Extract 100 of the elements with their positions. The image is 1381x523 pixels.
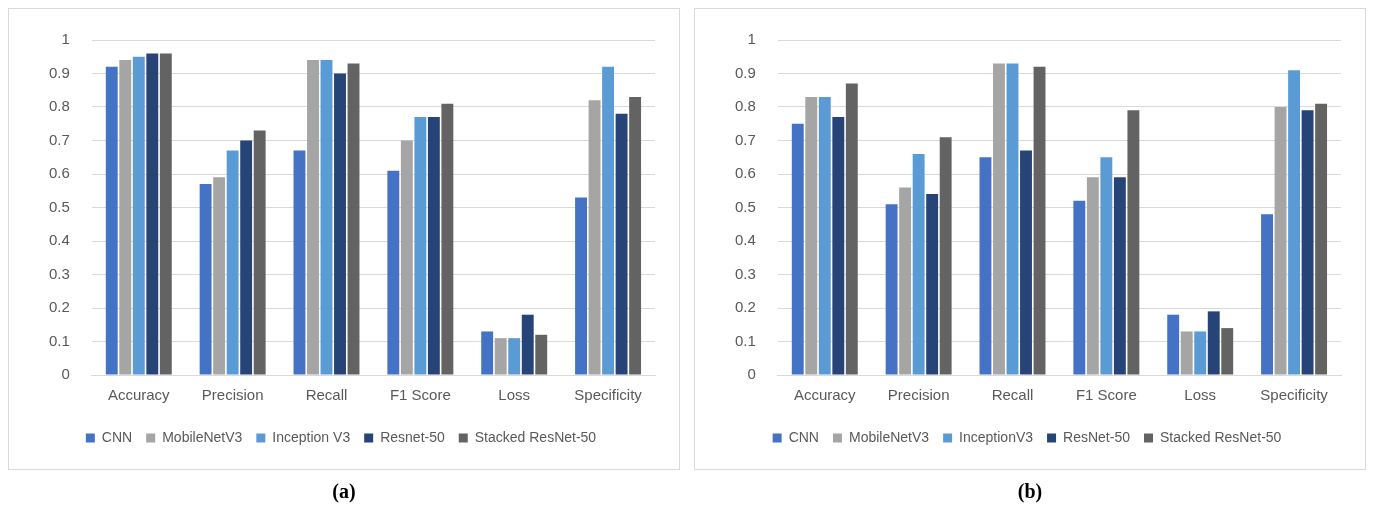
bar (226, 150, 239, 375)
bar (387, 170, 400, 375)
bar (119, 60, 132, 375)
bar (159, 53, 172, 375)
bar (1288, 70, 1301, 375)
bar (899, 187, 912, 375)
bar (1033, 66, 1046, 375)
y-tick-label: 1 (61, 30, 70, 48)
bar (1315, 103, 1328, 375)
bar (347, 63, 360, 375)
x-tick-label: F1 Score (389, 386, 451, 404)
bar (535, 334, 548, 375)
bar (253, 130, 266, 375)
bar (912, 153, 925, 375)
text: (b) (1016, 480, 1044, 503)
bar (240, 140, 253, 375)
y-tick-label: 0 (61, 365, 70, 383)
x-tick-label: Accuracy (107, 386, 171, 404)
bar (1274, 107, 1287, 375)
bar (993, 63, 1005, 375)
legend-label: InceptionV3 (959, 428, 1034, 445)
x-tick-label: Precision (887, 386, 950, 404)
bar (105, 66, 118, 375)
y-tick-label: 0.5 (48, 197, 70, 215)
bar (926, 194, 939, 375)
bar (832, 117, 845, 375)
bar (1086, 177, 1099, 375)
bar (1167, 314, 1180, 375)
bar (1113, 177, 1126, 375)
y-tick-label: 0.2 (48, 298, 70, 316)
legend-label: CNN (101, 428, 133, 445)
y-tick-label: 0.9 (734, 63, 756, 81)
y-tick-label: 0.6 (734, 164, 756, 182)
y-tick-label: 0.8 (48, 97, 70, 115)
bar (629, 96, 642, 375)
x-tick-label: Recall (305, 386, 348, 404)
x-tick-label: Precision (201, 386, 264, 404)
bar (588, 100, 601, 375)
bar (805, 96, 818, 375)
legend-label: CNN (788, 428, 819, 445)
bar (1073, 200, 1086, 375)
bar (885, 204, 898, 375)
x-tick-label: Specificity (574, 386, 643, 404)
x-tick-label: Loss (1184, 386, 1217, 404)
bar (213, 177, 226, 375)
bar (481, 331, 494, 375)
bar (1207, 311, 1220, 375)
legend-label: MobileNetV3 (162, 428, 243, 445)
bar (845, 83, 858, 375)
bar (334, 73, 346, 375)
bar (1194, 331, 1207, 375)
y-tick-label: 0.2 (734, 298, 756, 316)
text: (a) (331, 480, 357, 503)
y-tick-label: 0.3 (48, 264, 70, 282)
y-tick-label: 0.5 (734, 197, 756, 215)
bar (1221, 328, 1234, 375)
bar (400, 140, 413, 375)
x-tick-label: Accuracy (793, 386, 857, 404)
x-tick-label: F1 Score (1075, 386, 1137, 404)
bar (602, 66, 615, 375)
bar (132, 56, 145, 375)
bar (979, 157, 992, 375)
x-tick-label: Loss (498, 386, 531, 404)
y-tick-label: 0.9 (48, 63, 70, 81)
y-tick-label: 0.4 (48, 231, 70, 249)
bar (1261, 214, 1273, 375)
bar (1127, 110, 1140, 375)
bar (320, 60, 333, 375)
legend-label: Resnet-50 (380, 428, 445, 445)
y-tick-label: 0.7 (48, 130, 70, 148)
legend-label: Stacked ResNet-50 (474, 428, 597, 445)
bar (575, 197, 587, 375)
bar (1180, 331, 1193, 375)
bar (615, 113, 628, 375)
bar (146, 53, 159, 375)
legend-label: Stacked ResNet-50 (1159, 428, 1282, 445)
y-tick-label: 0.6 (48, 164, 70, 182)
bar (494, 338, 507, 375)
bar (441, 103, 454, 375)
y-tick-label: 0.1 (734, 331, 756, 349)
bar (1006, 63, 1019, 375)
y-tick-label: 0.4 (734, 231, 756, 249)
bar (414, 117, 427, 375)
y-tick-label: 0.3 (734, 264, 756, 282)
y-tick-label: 1 (747, 30, 756, 48)
bar (939, 137, 952, 375)
y-tick-label: 0.7 (734, 130, 756, 148)
x-tick-label: Recall (991, 386, 1034, 404)
y-tick-label: 0.1 (48, 331, 70, 349)
y-tick-label: 0.8 (734, 97, 756, 115)
bar (818, 96, 831, 375)
legend-label: Inception V3 (272, 428, 351, 445)
x-tick-label: Specificity (1260, 386, 1329, 404)
bar (307, 60, 319, 375)
bar (1301, 110, 1314, 375)
bar (791, 123, 804, 375)
bar (521, 314, 534, 375)
legend-label: MobileNetV3 (848, 428, 930, 445)
bar (1020, 150, 1032, 375)
bar (199, 184, 212, 375)
